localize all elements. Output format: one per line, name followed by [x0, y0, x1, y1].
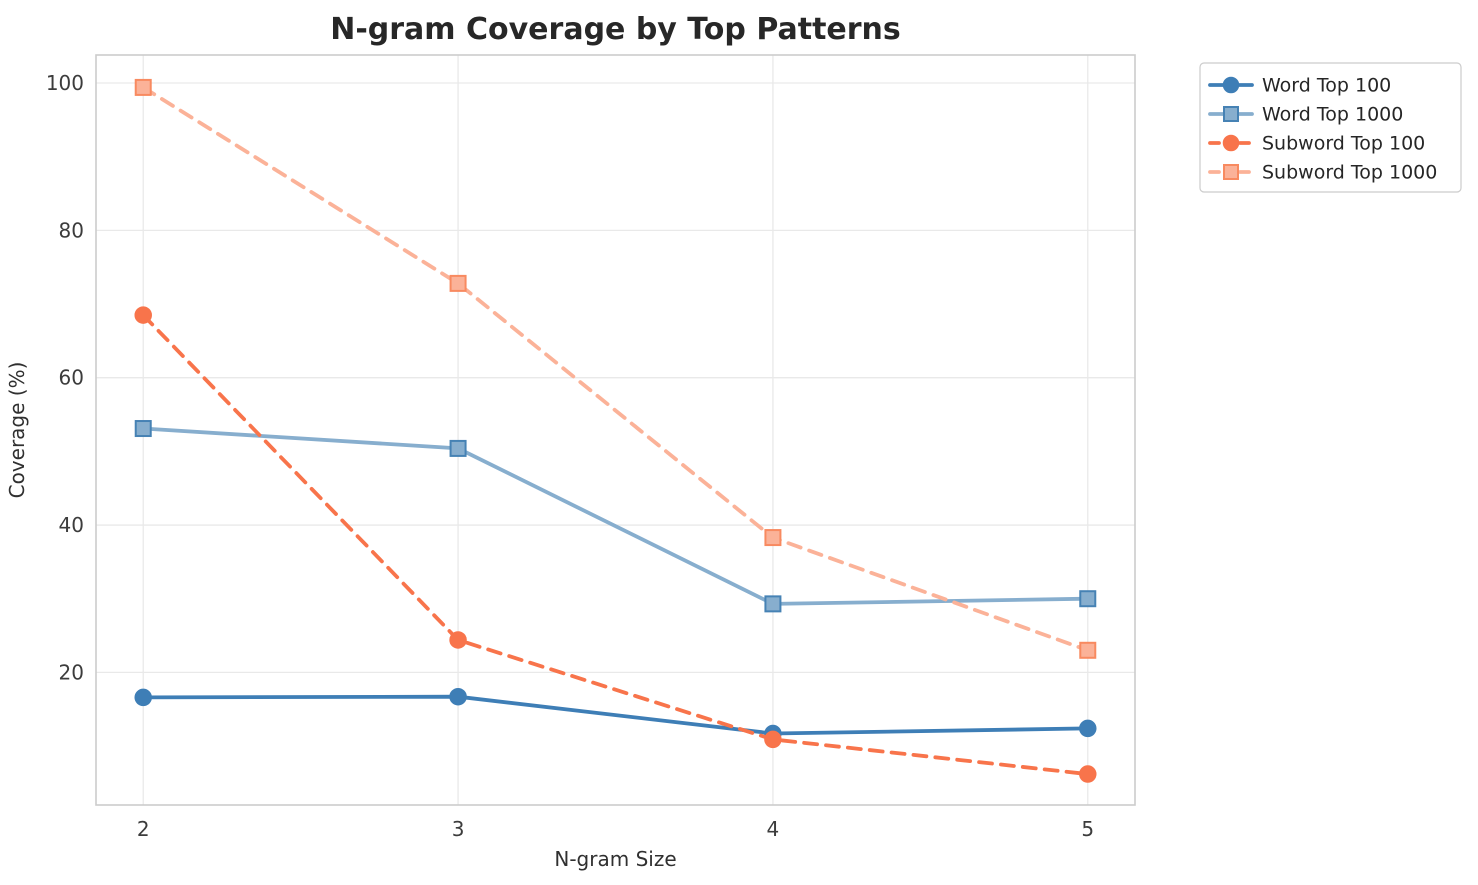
data-point-subword-top-100-x5 — [1079, 765, 1097, 783]
legend-item-label: Word Top 1000 — [1262, 104, 1403, 126]
legend-box — [1199, 62, 1462, 193]
legend-item-subword-top-1000: Subword Top 1000 — [1208, 162, 1437, 184]
y-tick-label: 80 — [59, 218, 84, 242]
data-point-word-top-100-x3 — [449, 687, 467, 706]
data-point-word-top-100-x5 — [1079, 719, 1097, 738]
chart-title: N-gram Coverage by Top Patterns — [330, 12, 901, 47]
data-point-subword-top-1000-x4 — [764, 529, 782, 547]
data-point-word-top-1000-x2 — [134, 420, 152, 438]
x-tick-label: 2 — [137, 817, 150, 841]
legend-item-label: Word Top 100 — [1262, 75, 1391, 97]
series-layer — [134, 78, 1097, 783]
x-tick-label: 4 — [767, 817, 780, 841]
data-point-subword-top-100-x2 — [134, 306, 152, 324]
data-point-word-top-100-x2 — [134, 688, 152, 707]
x-tick-label: 5 — [1081, 817, 1094, 841]
grid-layer — [96, 55, 1135, 805]
x-tick-label: 3 — [452, 817, 465, 841]
legend-marker-square — [1223, 164, 1239, 180]
legend-marker-circle — [1222, 76, 1240, 94]
series-line-subword-top-1000 — [141, 85, 1090, 653]
legend-item-word-top-100: Word Top 100 — [1208, 75, 1391, 97]
plot-border — [95, 54, 1136, 806]
data-point-word-top-1000-x5 — [1079, 590, 1097, 608]
data-point-subword-top-1000-x3 — [449, 274, 467, 292]
legend: Word Top 100 Word Top 1000 Subword Top 100… — [1199, 62, 1462, 193]
data-point-subword-top-1000-x2 — [134, 78, 152, 96]
legend-item-label: Subword Top 1000 — [1262, 162, 1437, 184]
legend-marker-square — [1223, 106, 1239, 122]
legend-marker-circle — [1222, 134, 1240, 152]
series-line-word-top-100 — [141, 694, 1090, 736]
legend-item-word-top-1000: Word Top 1000 — [1208, 104, 1403, 126]
data-point-word-top-1000-x3 — [449, 439, 467, 457]
series-line-word-top-1000 — [141, 426, 1090, 606]
y-axis-label: Coverage (%) — [5, 362, 29, 499]
y-tick-label: 20 — [59, 660, 84, 684]
data-point-subword-top-100-x3 — [449, 631, 467, 649]
legend-item-label: Subword Top 100 — [1262, 133, 1425, 155]
tick-layer: 2 3 4 5 20 40 60 80 100 — [46, 71, 1094, 841]
x-axis-label: N-gram Size — [554, 847, 676, 871]
data-point-word-top-1000-x4 — [764, 595, 782, 613]
y-tick-label: 40 — [59, 513, 84, 537]
legend-item-subword-top-100: Subword Top 100 — [1208, 133, 1425, 155]
data-point-subword-top-1000-x5 — [1079, 641, 1097, 659]
y-tick-label: 60 — [59, 366, 84, 390]
y-tick-label: 100 — [46, 71, 84, 95]
data-point-subword-top-100-x4 — [764, 730, 782, 749]
series-line-subword-top-100 — [141, 313, 1090, 776]
